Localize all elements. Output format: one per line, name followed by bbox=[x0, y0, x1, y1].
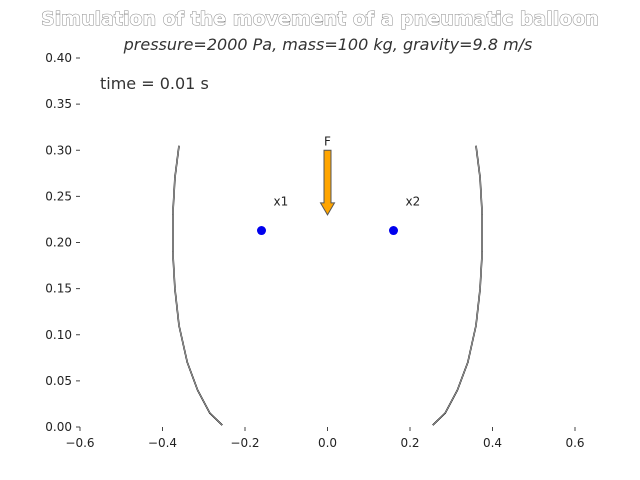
time-label: time = 0.01 s bbox=[100, 74, 209, 93]
balloon-curve-highlight-right bbox=[432, 145, 483, 426]
y-axis: 0.00 0.05 0.10 0.15 0.20 0.25 0.30 0.35 0.40 bbox=[45, 51, 80, 434]
balloon-curve-left bbox=[172, 145, 223, 426]
y-tick-label: 0.20 bbox=[45, 236, 72, 250]
force-arrow: F bbox=[319, 134, 336, 216]
chart-subtitle: pressure=2000 Pa, mass=100 kg, gravity=9… bbox=[123, 35, 533, 54]
y-tick-label: 0.15 bbox=[45, 282, 72, 296]
mass-points: x1 x2 bbox=[257, 195, 420, 236]
point-label-x2: x2 bbox=[406, 195, 421, 209]
balloon-outline bbox=[172, 145, 484, 426]
y-tick-label: 0.35 bbox=[45, 97, 72, 111]
balloon-curve-highlight-left bbox=[172, 145, 223, 426]
force-arrow-shape bbox=[319, 149, 336, 216]
x-tick-label: 0.4 bbox=[483, 436, 502, 450]
x-tick-label: −0.6 bbox=[65, 436, 94, 450]
y-tick-label: 0.40 bbox=[45, 51, 72, 65]
balloon-curve-right bbox=[432, 145, 484, 426]
y-tick-label: 0.05 bbox=[45, 374, 72, 388]
chart-title: Simulation of the movement of a pneumati… bbox=[41, 8, 599, 30]
y-tick-label: 0.30 bbox=[45, 143, 72, 157]
x-tick-label: 0.6 bbox=[565, 436, 584, 450]
x-axis: −0.6 −0.4 −0.2 0.0 0.2 0.4 0.6 bbox=[65, 427, 585, 450]
force-arrow-label: F bbox=[324, 134, 331, 148]
point-x2 bbox=[389, 226, 398, 236]
x-tick-label: −0.2 bbox=[230, 436, 259, 450]
point-x1 bbox=[257, 226, 266, 236]
x-tick-label: 0.0 bbox=[318, 436, 337, 450]
y-tick-label: 0.00 bbox=[45, 420, 72, 434]
x-tick-label: 0.2 bbox=[400, 436, 419, 450]
y-tick-label: 0.25 bbox=[45, 189, 72, 203]
x-tick-label: −0.4 bbox=[148, 436, 177, 450]
y-tick-label: 0.10 bbox=[45, 328, 72, 342]
point-label-x1: x1 bbox=[274, 195, 289, 209]
